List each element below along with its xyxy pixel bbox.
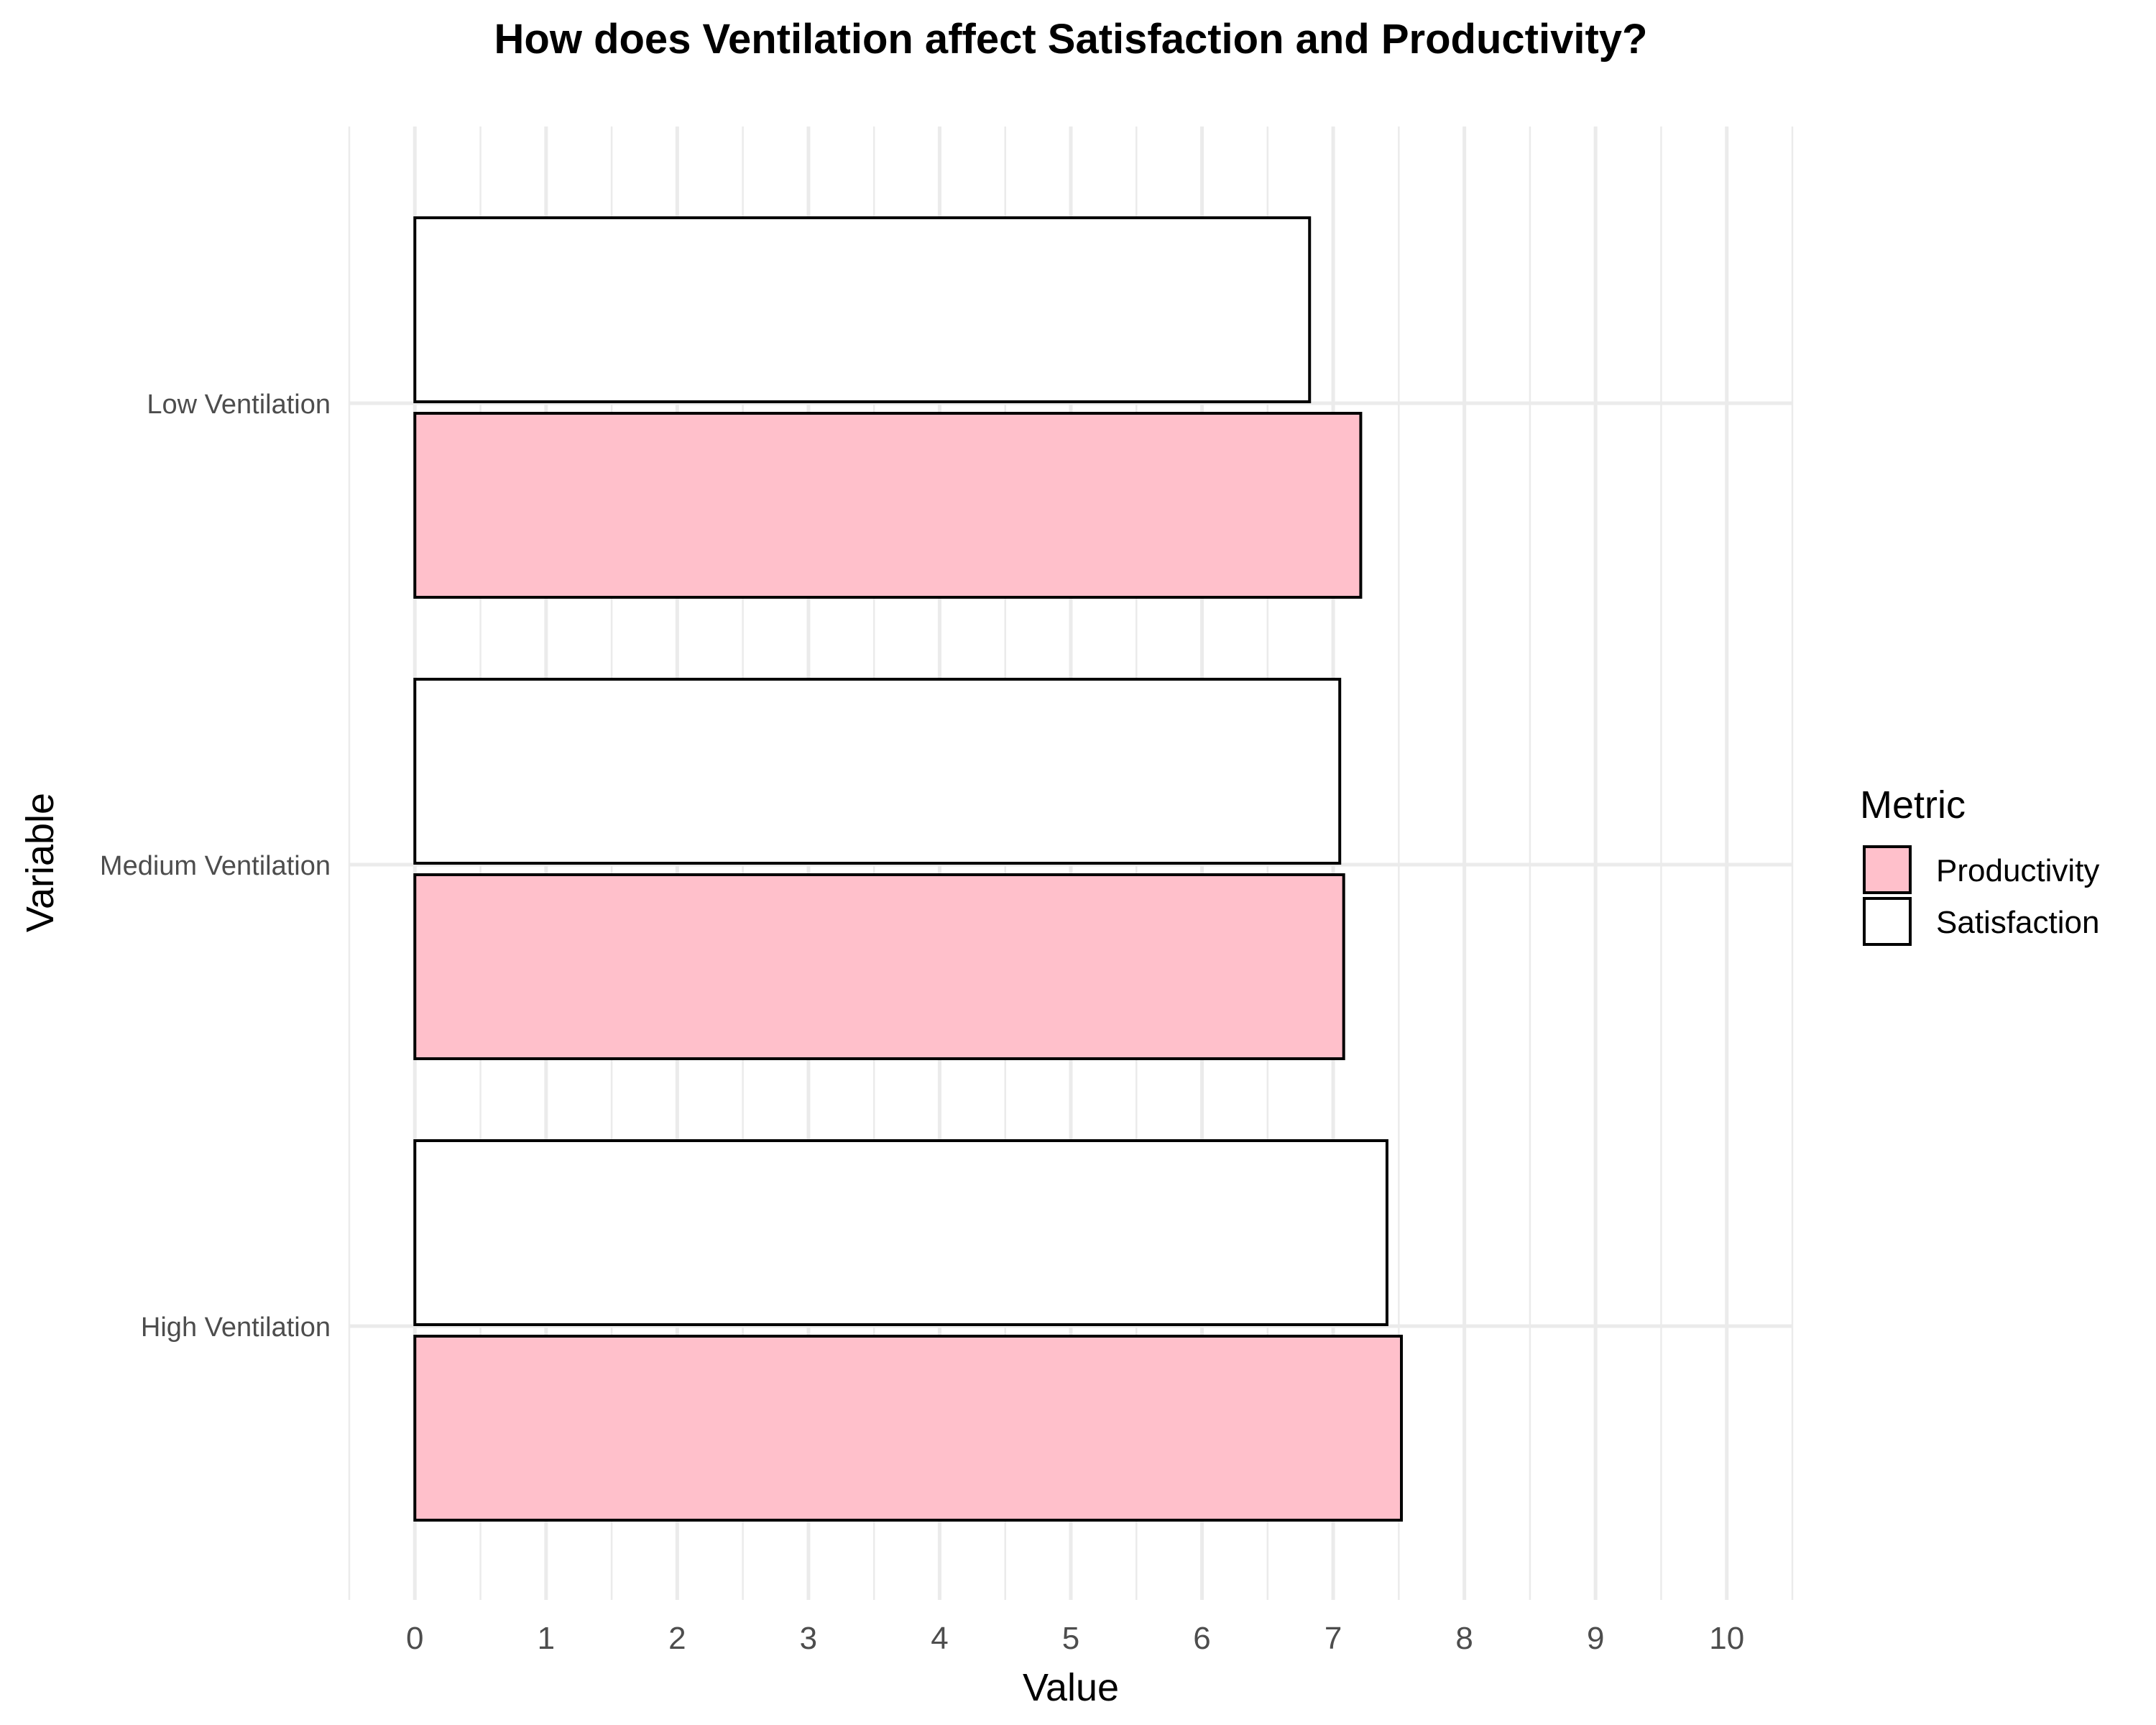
- y-tick-label: High Ventilation: [141, 1312, 331, 1343]
- legend: Metric Productivity Satisfaction: [1860, 783, 2099, 946]
- bar-satisfaction: [413, 216, 1312, 403]
- x-tick-label: 6: [1193, 1621, 1210, 1656]
- x-axis-ticks: 0 1 2 3 4 5 6 7 8 9 10: [406, 1621, 1744, 1656]
- y-tick-label: Low Ventilation: [147, 390, 331, 420]
- bars: [413, 216, 1404, 1522]
- bar-productivity: [413, 1335, 1404, 1522]
- x-tick-label: 3: [800, 1621, 817, 1656]
- y-axis-ticks: Low Ventilation Medium Ventilation High Ve…: [100, 390, 331, 1343]
- y-axis-title: Variable: [19, 793, 62, 932]
- legend-key-productivity: [1863, 845, 1912, 894]
- bar-satisfaction: [413, 678, 1342, 865]
- x-tick-label: 0: [406, 1621, 423, 1656]
- legend-key-satisfaction: [1863, 897, 1912, 946]
- x-tick-label: 5: [1062, 1621, 1079, 1656]
- y-tick-label: Medium Ventilation: [100, 851, 331, 881]
- bar-productivity: [413, 412, 1363, 599]
- x-tick-label: 1: [538, 1621, 555, 1656]
- x-tick-label: 10: [1709, 1621, 1744, 1656]
- x-axis-title: Value: [1023, 1666, 1119, 1709]
- legend-label: Satisfaction: [1936, 905, 2099, 940]
- bar-productivity: [413, 873, 1345, 1060]
- chart-title: How does Ventilation affect Satisfaction…: [494, 16, 1648, 63]
- x-tick-label: 4: [931, 1621, 948, 1656]
- legend-label: Productivity: [1936, 853, 2099, 888]
- x-tick-label: 9: [1587, 1621, 1604, 1656]
- legend-title: Metric: [1860, 783, 1966, 827]
- x-tick-label: 7: [1325, 1621, 1342, 1656]
- x-tick-label: 8: [1455, 1621, 1473, 1656]
- x-tick-label: 2: [668, 1621, 686, 1656]
- bar-satisfaction: [413, 1139, 1388, 1326]
